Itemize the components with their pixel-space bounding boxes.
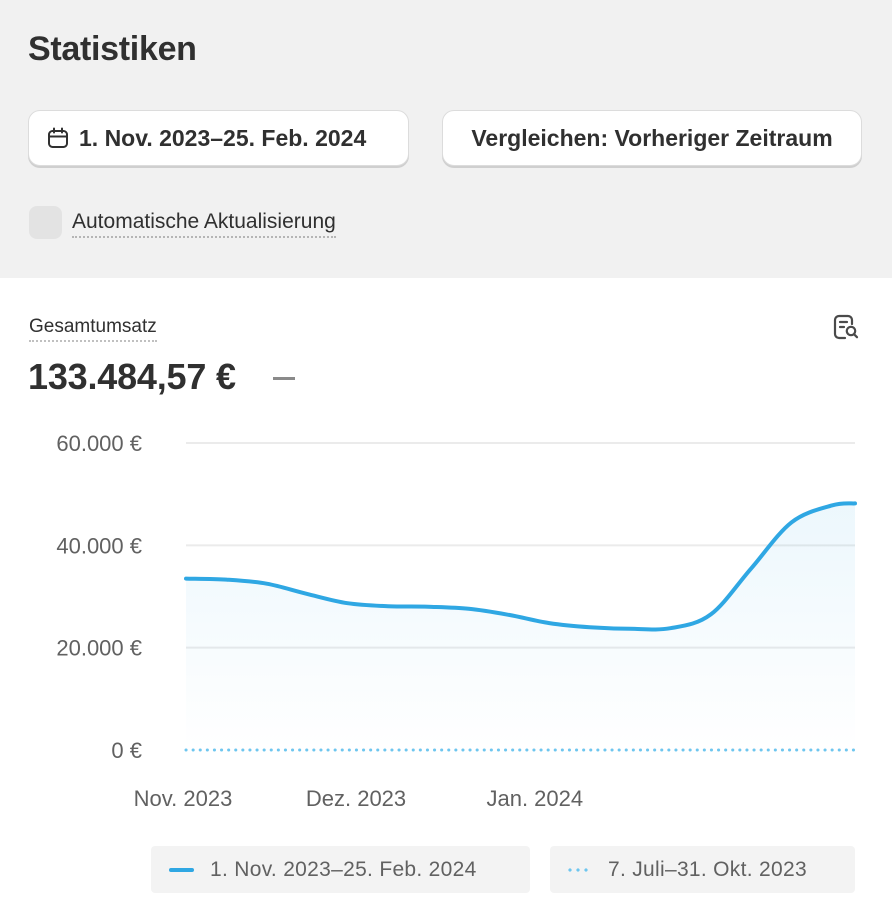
date-range-label: 1. Nov. 2023–25. Feb. 2024	[79, 124, 367, 151]
y-tick-label: 60.000 €	[56, 431, 142, 456]
header-section: Statistiken 1. Nov. 2023–25. Feb. 2024 V…	[0, 0, 892, 278]
legend-current-label: 1. Nov. 2023–25. Feb. 2024	[210, 857, 477, 881]
legend-solid-swatch	[169, 867, 194, 872]
y-tick-label: 0 €	[111, 738, 142, 763]
x-tick-label: Nov. 2023	[134, 786, 233, 811]
current-period-line	[184, 501, 857, 632]
report-search-icon[interactable]	[832, 313, 860, 341]
metric-change-dash	[273, 377, 295, 380]
compare-button[interactable]: Vergleichen: Vorheriger Zeitraum	[442, 110, 862, 166]
date-range-button[interactable]: 1. Nov. 2023–25. Feb. 2024	[28, 110, 409, 166]
y-tick-label: 20.000 €	[56, 636, 142, 661]
metric-value: 133.484,57 €	[28, 356, 236, 397]
page-title: Statistiken	[28, 30, 197, 68]
legend-previous-label: 7. Juli–31. Okt. 2023	[608, 857, 807, 881]
x-tick-label: Jan. 2024	[486, 786, 583, 811]
y-tick-label: 40.000 €	[56, 533, 142, 558]
legend-current-period[interactable]: 1. Nov. 2023–25. Feb. 2024	[151, 846, 530, 893]
current-period-area	[186, 503, 855, 750]
legend-previous-period[interactable]: 7. Juli–31. Okt. 2023	[550, 846, 855, 893]
sales-line-chart: 60.000 € 40.000 € 20.000 € 0 € Nov. 2023 Dez…	[56, 431, 857, 811]
compare-label: Vergleichen: Vorheriger Zeitraum	[471, 124, 833, 151]
calendar-icon	[48, 127, 68, 148]
auto-update-label[interactable]: Automatische Aktualisierung	[72, 210, 336, 238]
auto-update-checkbox[interactable]	[29, 206, 62, 239]
legend-dotted-swatch	[566, 867, 592, 872]
metric-label[interactable]: Gesamtumsatz	[29, 316, 157, 342]
x-tick-label: Dez. 2023	[306, 786, 406, 811]
